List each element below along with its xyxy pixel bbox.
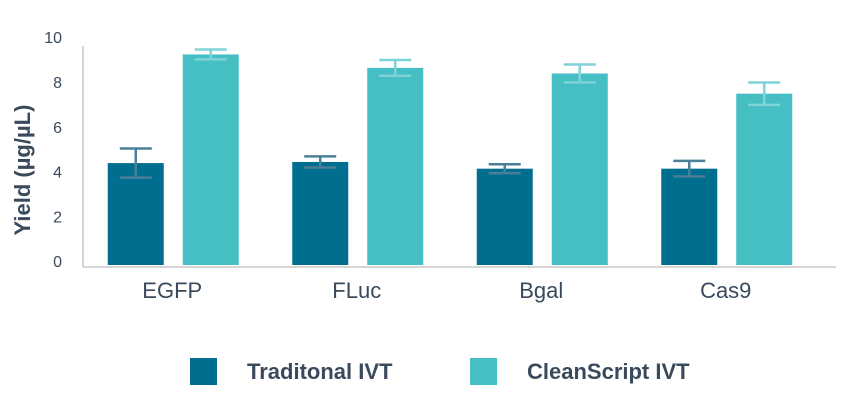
- error-bar: [194, 48, 227, 61]
- y-tick-label: 0: [53, 254, 62, 271]
- y-tick-label: 6: [53, 120, 62, 137]
- x-tick-label: EGFP: [142, 278, 202, 303]
- error-bar: [379, 58, 412, 77]
- bar: [736, 93, 793, 265]
- error-bar: [119, 147, 152, 179]
- error-bar: [673, 159, 706, 178]
- legend-label: CleanScript IVT: [527, 359, 690, 384]
- legend-swatch: [190, 358, 217, 385]
- bar: [551, 73, 608, 265]
- bar: [476, 168, 533, 265]
- error-bar: [748, 81, 781, 107]
- error-bar: [488, 162, 521, 175]
- y-tick-label: 8: [53, 75, 62, 92]
- error-bar: [563, 63, 596, 84]
- bar: [292, 161, 349, 265]
- error-bar: [304, 155, 337, 169]
- x-tick-label: Bgal: [519, 278, 563, 303]
- bar: [367, 67, 424, 265]
- x-tick-label: Cas9: [700, 278, 751, 303]
- y-tick-label: 2: [53, 209, 62, 226]
- y-axis-label: Yield (µg/µL): [10, 105, 35, 236]
- y-tick-label: 10: [44, 30, 62, 47]
- legend-label: Traditonal IVT: [247, 359, 393, 384]
- bar: [182, 54, 239, 265]
- y-tick-label: 4: [53, 165, 62, 182]
- bar: [107, 163, 164, 265]
- x-tick-label: FLuc: [332, 278, 381, 303]
- bar: [661, 168, 718, 265]
- legend-swatch: [470, 358, 497, 385]
